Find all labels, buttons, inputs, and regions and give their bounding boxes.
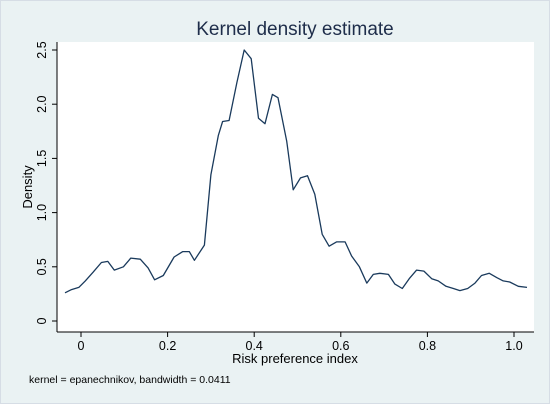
x-tick-label: 0.4: [246, 339, 263, 353]
y-tick-label: 0.5: [35, 258, 49, 275]
axes: [52, 42, 534, 337]
y-axis-title: Density: [20, 165, 35, 209]
x-tick-label: 0: [78, 339, 85, 353]
y-tick-label: 1.5: [35, 150, 49, 167]
x-tick-label: 0.2: [159, 339, 176, 353]
y-tick-label: 1.0: [35, 204, 49, 221]
x-tick-label: 0.8: [419, 339, 436, 353]
chart-title: Kernel density estimate: [196, 19, 394, 40]
y-tick-label: 0: [35, 317, 49, 324]
kernel-bandwidth-note: kernel = epanechnikov, bandwidth = 0.041…: [29, 374, 231, 386]
density-curve: [64, 49, 528, 294]
y-tick-label: 2.5: [35, 41, 49, 58]
x-axis-title: Risk preference index: [232, 351, 358, 366]
tick-labels: 0 0.2 0.4 0.6 0.8 1.0 0 0.5 1.0 1.5 2.0 2.5: [35, 41, 523, 353]
x-tick-label: 1.0: [505, 339, 522, 353]
y-tick-label: 2.0: [35, 95, 49, 112]
x-tick-label: 0.6: [332, 339, 349, 353]
